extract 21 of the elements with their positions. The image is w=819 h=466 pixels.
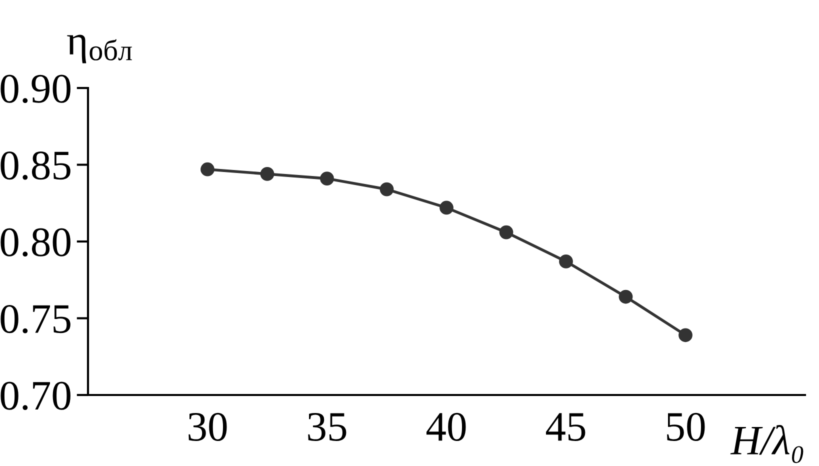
point — [380, 182, 394, 196]
x-tick-label: 35 — [308, 412, 346, 441]
y-tick-label: 0.85 — [0, 152, 70, 180]
y-axis-title: η$_{обл}$ — [67, 34, 132, 64]
x-tick-label: 30 — [188, 412, 227, 441]
point — [260, 167, 274, 181]
point — [320, 172, 334, 186]
y-tick-label: 0.75 — [0, 305, 70, 334]
point — [200, 162, 214, 176]
x-tick-label: 45 — [546, 413, 586, 441]
point — [618, 290, 633, 304]
point — [678, 328, 692, 342]
y-tick-label: 0.70 — [0, 382, 70, 410]
point — [440, 200, 454, 215]
y-tick-label: 0.80 — [0, 228, 70, 257]
x-tick-label: 40 — [426, 412, 466, 441]
y-tick-label: 0.90 — [0, 74, 70, 104]
point — [499, 225, 514, 240]
x-tick-label: 50 — [667, 412, 705, 441]
x-axis-title: H/λ₀ — [730, 424, 804, 464]
point — [559, 254, 573, 268]
